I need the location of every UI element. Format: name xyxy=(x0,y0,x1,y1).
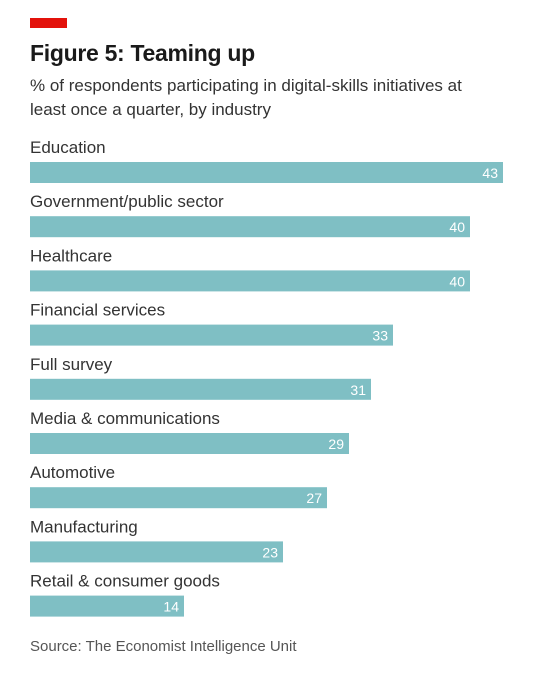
bar-media-communications xyxy=(30,433,349,454)
category-label-healthcare: Healthcare xyxy=(30,246,112,265)
source-note: Source: The Economist Intelligence Unit xyxy=(30,638,297,655)
value-label-full-survey: 31 xyxy=(350,382,366,398)
category-label-financial-services: Financial services xyxy=(30,301,165,320)
category-label-full-survey: Full survey xyxy=(30,355,113,374)
category-label-automotive: Automotive xyxy=(30,463,115,482)
chart-title: Figure 5: Teaming up xyxy=(30,40,255,66)
bar-chart: Education 43 Government/public sector 40 Hea… xyxy=(30,138,503,617)
category-label-manufacturing: Manufacturing xyxy=(30,517,138,536)
bar-government-public-sector xyxy=(30,216,470,238)
bar-manufacturing xyxy=(30,541,283,563)
bar-full-survey xyxy=(30,378,371,400)
value-label-manufacturing: 23 xyxy=(262,544,278,560)
value-label-government-public-sector: 40 xyxy=(449,219,465,235)
category-label-education: Education xyxy=(30,138,106,157)
category-label-media-communications: Media & communications xyxy=(30,409,220,428)
value-label-financial-services: 33 xyxy=(372,328,388,344)
value-label-education: 43 xyxy=(482,165,498,181)
value-label-media-communications: 29 xyxy=(328,436,344,452)
bar-healthcare xyxy=(30,270,470,292)
value-label-healthcare: 40 xyxy=(449,273,465,289)
chart-subtitle: % of respondents participating in digita… xyxy=(30,76,462,119)
brand-accent-bar xyxy=(30,18,67,28)
value-label-retail-consumer-goods: 14 xyxy=(163,599,179,615)
category-label-government-public-sector: Government/public sector xyxy=(30,192,224,211)
category-label-retail-consumer-goods: Retail & consumer goods xyxy=(30,572,220,591)
bar-retail-consumer-goods xyxy=(30,595,184,617)
bar-education xyxy=(30,162,503,183)
bar-financial-services xyxy=(30,324,393,346)
value-label-automotive: 27 xyxy=(306,490,322,506)
bar-automotive xyxy=(30,487,327,509)
